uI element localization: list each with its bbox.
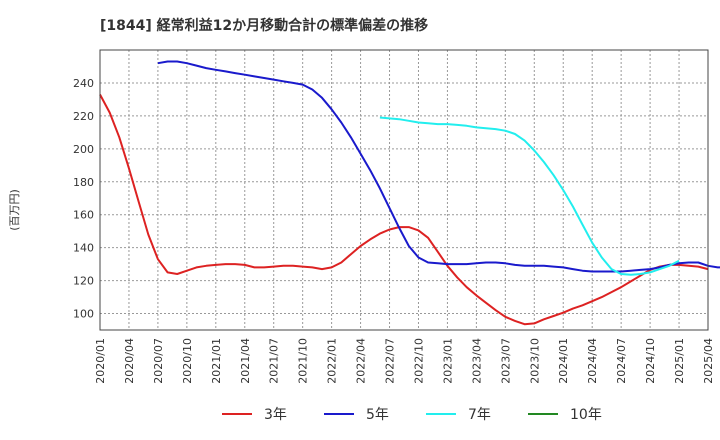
- x-tick-label: 2020/04: [123, 338, 136, 384]
- x-tick-label: 2024/01: [557, 338, 570, 384]
- grid: [99, 50, 709, 330]
- x-tick-label: 2025/04: [702, 338, 715, 384]
- series-lines: [99, 60, 720, 326]
- x-tick-label: 2020/10: [181, 338, 194, 384]
- x-tick-label: 2022/10: [412, 338, 425, 384]
- y-tick-label: 100: [73, 308, 94, 321]
- x-tick-label: 2022/07: [384, 338, 397, 384]
- x-tick-label: 2021/04: [239, 338, 252, 384]
- y-tick-label: 220: [73, 110, 94, 123]
- legend-label: 10年: [570, 407, 602, 423]
- x-axis-ticks: 2020/01 2020/04 2020/07 2020/10 2021/01 2021/…: [94, 338, 715, 384]
- legend: 3年 5年 7年 10年: [222, 407, 602, 423]
- x-tick-label: 2024/04: [586, 338, 599, 384]
- series-line-2: [157, 60, 720, 273]
- x-tick-label: 2020/07: [152, 338, 165, 384]
- legend-label: 5年: [366, 407, 389, 423]
- x-tick-label: 2022/04: [355, 338, 368, 384]
- series-line-1: [99, 94, 709, 326]
- y-tick-label: 200: [73, 143, 94, 156]
- x-tick-label: 2021/07: [268, 338, 281, 384]
- plot-frame: [99, 49, 709, 331]
- y-axis-label: (百万円): [8, 189, 21, 231]
- y-tick-label: 240: [73, 77, 94, 90]
- x-tick-label: 2024/07: [615, 338, 628, 384]
- y-tick-label: 180: [73, 176, 94, 189]
- x-tick-label: 2023/07: [499, 338, 512, 384]
- y-tick-label: 120: [73, 275, 94, 288]
- x-tick-label: 2023/10: [528, 338, 541, 384]
- y-tick-label: 140: [73, 242, 94, 255]
- x-tick-label: 2022/01: [326, 338, 339, 384]
- x-tick-label: 2023/04: [470, 338, 483, 384]
- x-tick-label: 2021/01: [210, 338, 223, 384]
- x-tick-label: 2023/01: [441, 338, 454, 384]
- x-tick-label: 2025/01: [673, 338, 686, 384]
- y-axis-ticks: 100 120 140 160 180 200 220 240: [73, 77, 94, 321]
- x-tick-label: 2024/10: [644, 338, 657, 384]
- y-tick-label: 160: [73, 209, 94, 222]
- x-tick-label: 2021/10: [297, 338, 310, 384]
- legend-label: 7年: [468, 407, 491, 423]
- chart-title: [1844] 経常利益12か月移動合計の標準偏差の推移: [100, 17, 428, 34]
- series-line-3: [379, 116, 680, 276]
- x-tick-label: 2020/01: [94, 338, 107, 384]
- legend-label: 3年: [264, 407, 287, 423]
